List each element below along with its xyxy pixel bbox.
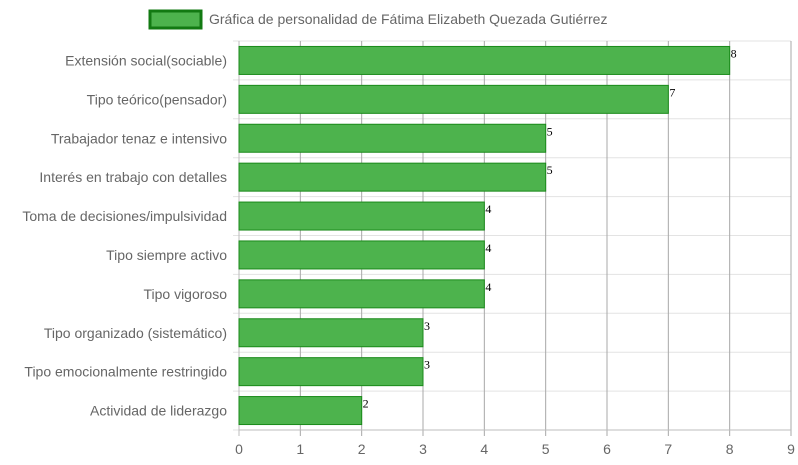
x-tick-label: 5 — [542, 441, 550, 457]
bar[interactable] — [238, 45, 731, 75]
data-label: 4 — [485, 202, 491, 216]
bars — [238, 45, 731, 426]
data-label: 5 — [547, 124, 553, 138]
category-label: Trabajador tenaz e intensivo — [51, 130, 227, 146]
bar[interactable] — [238, 201, 485, 231]
bar[interactable] — [238, 396, 363, 426]
data-labels: 8 7 5 5 4 4 4 3 3 2 — [363, 46, 737, 410]
category-label: Tipo teórico(pensador) — [87, 91, 227, 107]
bar[interactable] — [238, 162, 547, 192]
data-label: 7 — [669, 85, 675, 99]
data-label: 4 — [485, 241, 491, 255]
category-label: Actividad de liderazgo — [90, 403, 227, 419]
category-label: Tipo siempre activo — [106, 247, 227, 263]
bar[interactable] — [238, 357, 424, 387]
x-tick-label: 4 — [480, 441, 488, 457]
data-label: 2 — [363, 397, 369, 411]
x-tick-label: 1 — [296, 441, 304, 457]
x-tick-label: 0 — [235, 441, 243, 457]
category-label: Extensión social(sociable) — [65, 52, 227, 68]
data-label: 3 — [424, 319, 430, 333]
bar[interactable] — [238, 240, 485, 270]
category-label: Toma de decisiones/impulsividad — [22, 208, 227, 224]
legend-label[interactable]: Gráfica de personalidad de Fátima Elizab… — [209, 11, 607, 27]
category-label: Interés en trabajo con detalles — [39, 169, 227, 185]
x-tick-label: 6 — [603, 441, 611, 457]
x-axis-ticks: 0 1 2 3 4 5 6 7 8 9 — [235, 441, 795, 457]
category-label: Tipo vigoroso — [143, 286, 227, 302]
legend[interactable]: Gráfica de personalidad de Fátima Elizab… — [148, 9, 607, 30]
bar[interactable] — [238, 318, 424, 348]
category-label: Tipo emocionalmente restringido — [24, 364, 227, 380]
data-label: 5 — [547, 163, 553, 177]
data-label: 3 — [424, 358, 430, 372]
data-label: 4 — [485, 280, 491, 294]
x-tick-label: 7 — [664, 441, 672, 457]
legend-swatch[interactable] — [148, 9, 203, 30]
x-tick-label: 2 — [358, 441, 366, 457]
bar[interactable] — [238, 123, 547, 153]
x-tick-label: 3 — [419, 441, 427, 457]
x-tick-label: 8 — [726, 441, 734, 457]
data-label: 8 — [731, 46, 737, 60]
category-labels: Extensión social(sociable) Tipo teórico(p… — [22, 52, 227, 418]
category-label: Tipo organizado (sistemático) — [44, 325, 227, 341]
bar[interactable] — [238, 279, 485, 309]
x-tick-label: 9 — [787, 441, 795, 457]
bar[interactable] — [238, 84, 669, 114]
